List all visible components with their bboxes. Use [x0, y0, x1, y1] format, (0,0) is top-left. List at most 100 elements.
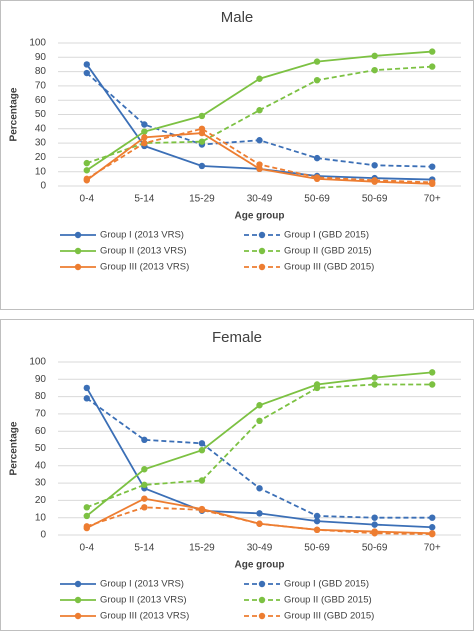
- data-point: [141, 128, 148, 135]
- y-tick-label: 90: [35, 374, 47, 385]
- chart-title: Male: [221, 9, 254, 26]
- x-tick-label: 50-69: [362, 543, 388, 554]
- y-tick-label: 30: [35, 478, 47, 489]
- data-point: [83, 175, 90, 183]
- data-point: [371, 514, 378, 521]
- data-point: [371, 521, 378, 528]
- data-point: [141, 504, 148, 511]
- data-point: [83, 395, 90, 402]
- series-line: [86, 397, 433, 519]
- data-point: [313, 154, 321, 162]
- x-tick-label: 0-4: [80, 194, 95, 205]
- data-point: [198, 125, 206, 132]
- legend-label: Group I (2013 VRS): [100, 230, 184, 241]
- data-point: [371, 177, 378, 184]
- data-point: [371, 374, 378, 381]
- y-tick-label: 80: [35, 66, 47, 77]
- data-point: [198, 447, 206, 454]
- data-point: [313, 517, 321, 525]
- legend-label: Group I (GBD 2015): [284, 579, 369, 590]
- x-tick-label: 70+: [424, 194, 441, 205]
- y-tick-label: 10: [35, 166, 47, 177]
- data-point: [256, 137, 263, 144]
- data-point: [429, 514, 436, 521]
- data-point: [313, 384, 321, 392]
- y-tick-label: 60: [35, 426, 47, 437]
- y-tick-label: 70: [35, 409, 47, 420]
- data-point: [313, 526, 321, 534]
- data-point: [256, 520, 263, 527]
- data-point: [256, 107, 263, 114]
- series-line: [86, 387, 433, 529]
- y-tick-label: 70: [35, 81, 47, 92]
- data-point: [256, 402, 263, 409]
- data-point: [256, 75, 263, 82]
- data-point: [313, 76, 321, 84]
- legend-marker: [74, 596, 82, 604]
- y-tick-label: 20: [35, 152, 47, 163]
- y-tick-label: 100: [29, 357, 46, 368]
- legend-label: Group III (GBD 2015): [284, 611, 374, 622]
- y-tick-label: 60: [35, 95, 47, 106]
- legend-marker: [74, 263, 82, 271]
- x-tick-label: 50-69: [304, 543, 330, 554]
- data-point: [256, 161, 263, 168]
- data-point: [313, 174, 321, 181]
- y-tick-label: 10: [35, 512, 47, 523]
- data-point: [141, 466, 148, 473]
- data-point: [198, 162, 206, 170]
- data-point: [256, 485, 263, 492]
- data-point: [371, 66, 378, 74]
- data-point: [198, 440, 206, 447]
- series-line: [86, 371, 433, 517]
- x-tick-label: 15-29: [189, 194, 215, 205]
- data-point: [83, 167, 90, 174]
- y-tick-label: 90: [35, 52, 47, 63]
- x-axis-label: Age group: [235, 560, 285, 571]
- x-tick-label: 0-4: [80, 543, 95, 554]
- y-tick-label: 0: [40, 530, 46, 541]
- legend-marker: [258, 612, 266, 620]
- series-line: [86, 72, 433, 168]
- y-tick-label: 40: [35, 123, 47, 134]
- legend-label: Group III (GBD 2015): [284, 262, 374, 273]
- data-point: [313, 58, 321, 65]
- legend-label: Group II (GBD 2015): [284, 246, 372, 257]
- legend-label: Group II (2013 VRS): [100, 246, 187, 257]
- y-axis-label: Percentage: [9, 87, 20, 141]
- data-point: [141, 436, 148, 444]
- legend-label: Group III (2013 VRS): [100, 611, 189, 622]
- data-point: [198, 112, 206, 120]
- legend-label: Group II (GBD 2015): [284, 595, 372, 606]
- data-point: [429, 530, 436, 538]
- legend-label: Group III (2013 VRS): [100, 262, 189, 273]
- y-tick-label: 50: [35, 109, 47, 120]
- data-point: [371, 52, 378, 60]
- legend-marker: [258, 596, 266, 604]
- chart-title: Female: [212, 329, 262, 346]
- data-point: [313, 512, 321, 520]
- x-tick-label: 5-14: [134, 543, 154, 554]
- legend-marker: [258, 231, 266, 239]
- data-point: [198, 138, 206, 145]
- legend-marker: [74, 247, 82, 255]
- legend-marker: [258, 263, 266, 271]
- legend-marker: [258, 580, 266, 588]
- data-point: [429, 48, 436, 55]
- data-point: [371, 381, 378, 388]
- data-point: [83, 504, 90, 511]
- data-point: [429, 381, 436, 388]
- y-tick-label: 20: [35, 495, 47, 506]
- data-point: [256, 510, 263, 517]
- y-tick-label: 50: [35, 443, 47, 454]
- x-tick-label: 5-14: [134, 194, 154, 205]
- data-point: [83, 523, 90, 530]
- data-point: [83, 512, 90, 520]
- x-tick-label: 50-69: [304, 194, 330, 205]
- data-point: [429, 179, 436, 186]
- x-tick-label: 15-29: [189, 543, 215, 554]
- data-point: [141, 481, 148, 489]
- data-point: [83, 384, 90, 392]
- legend-marker: [74, 612, 82, 620]
